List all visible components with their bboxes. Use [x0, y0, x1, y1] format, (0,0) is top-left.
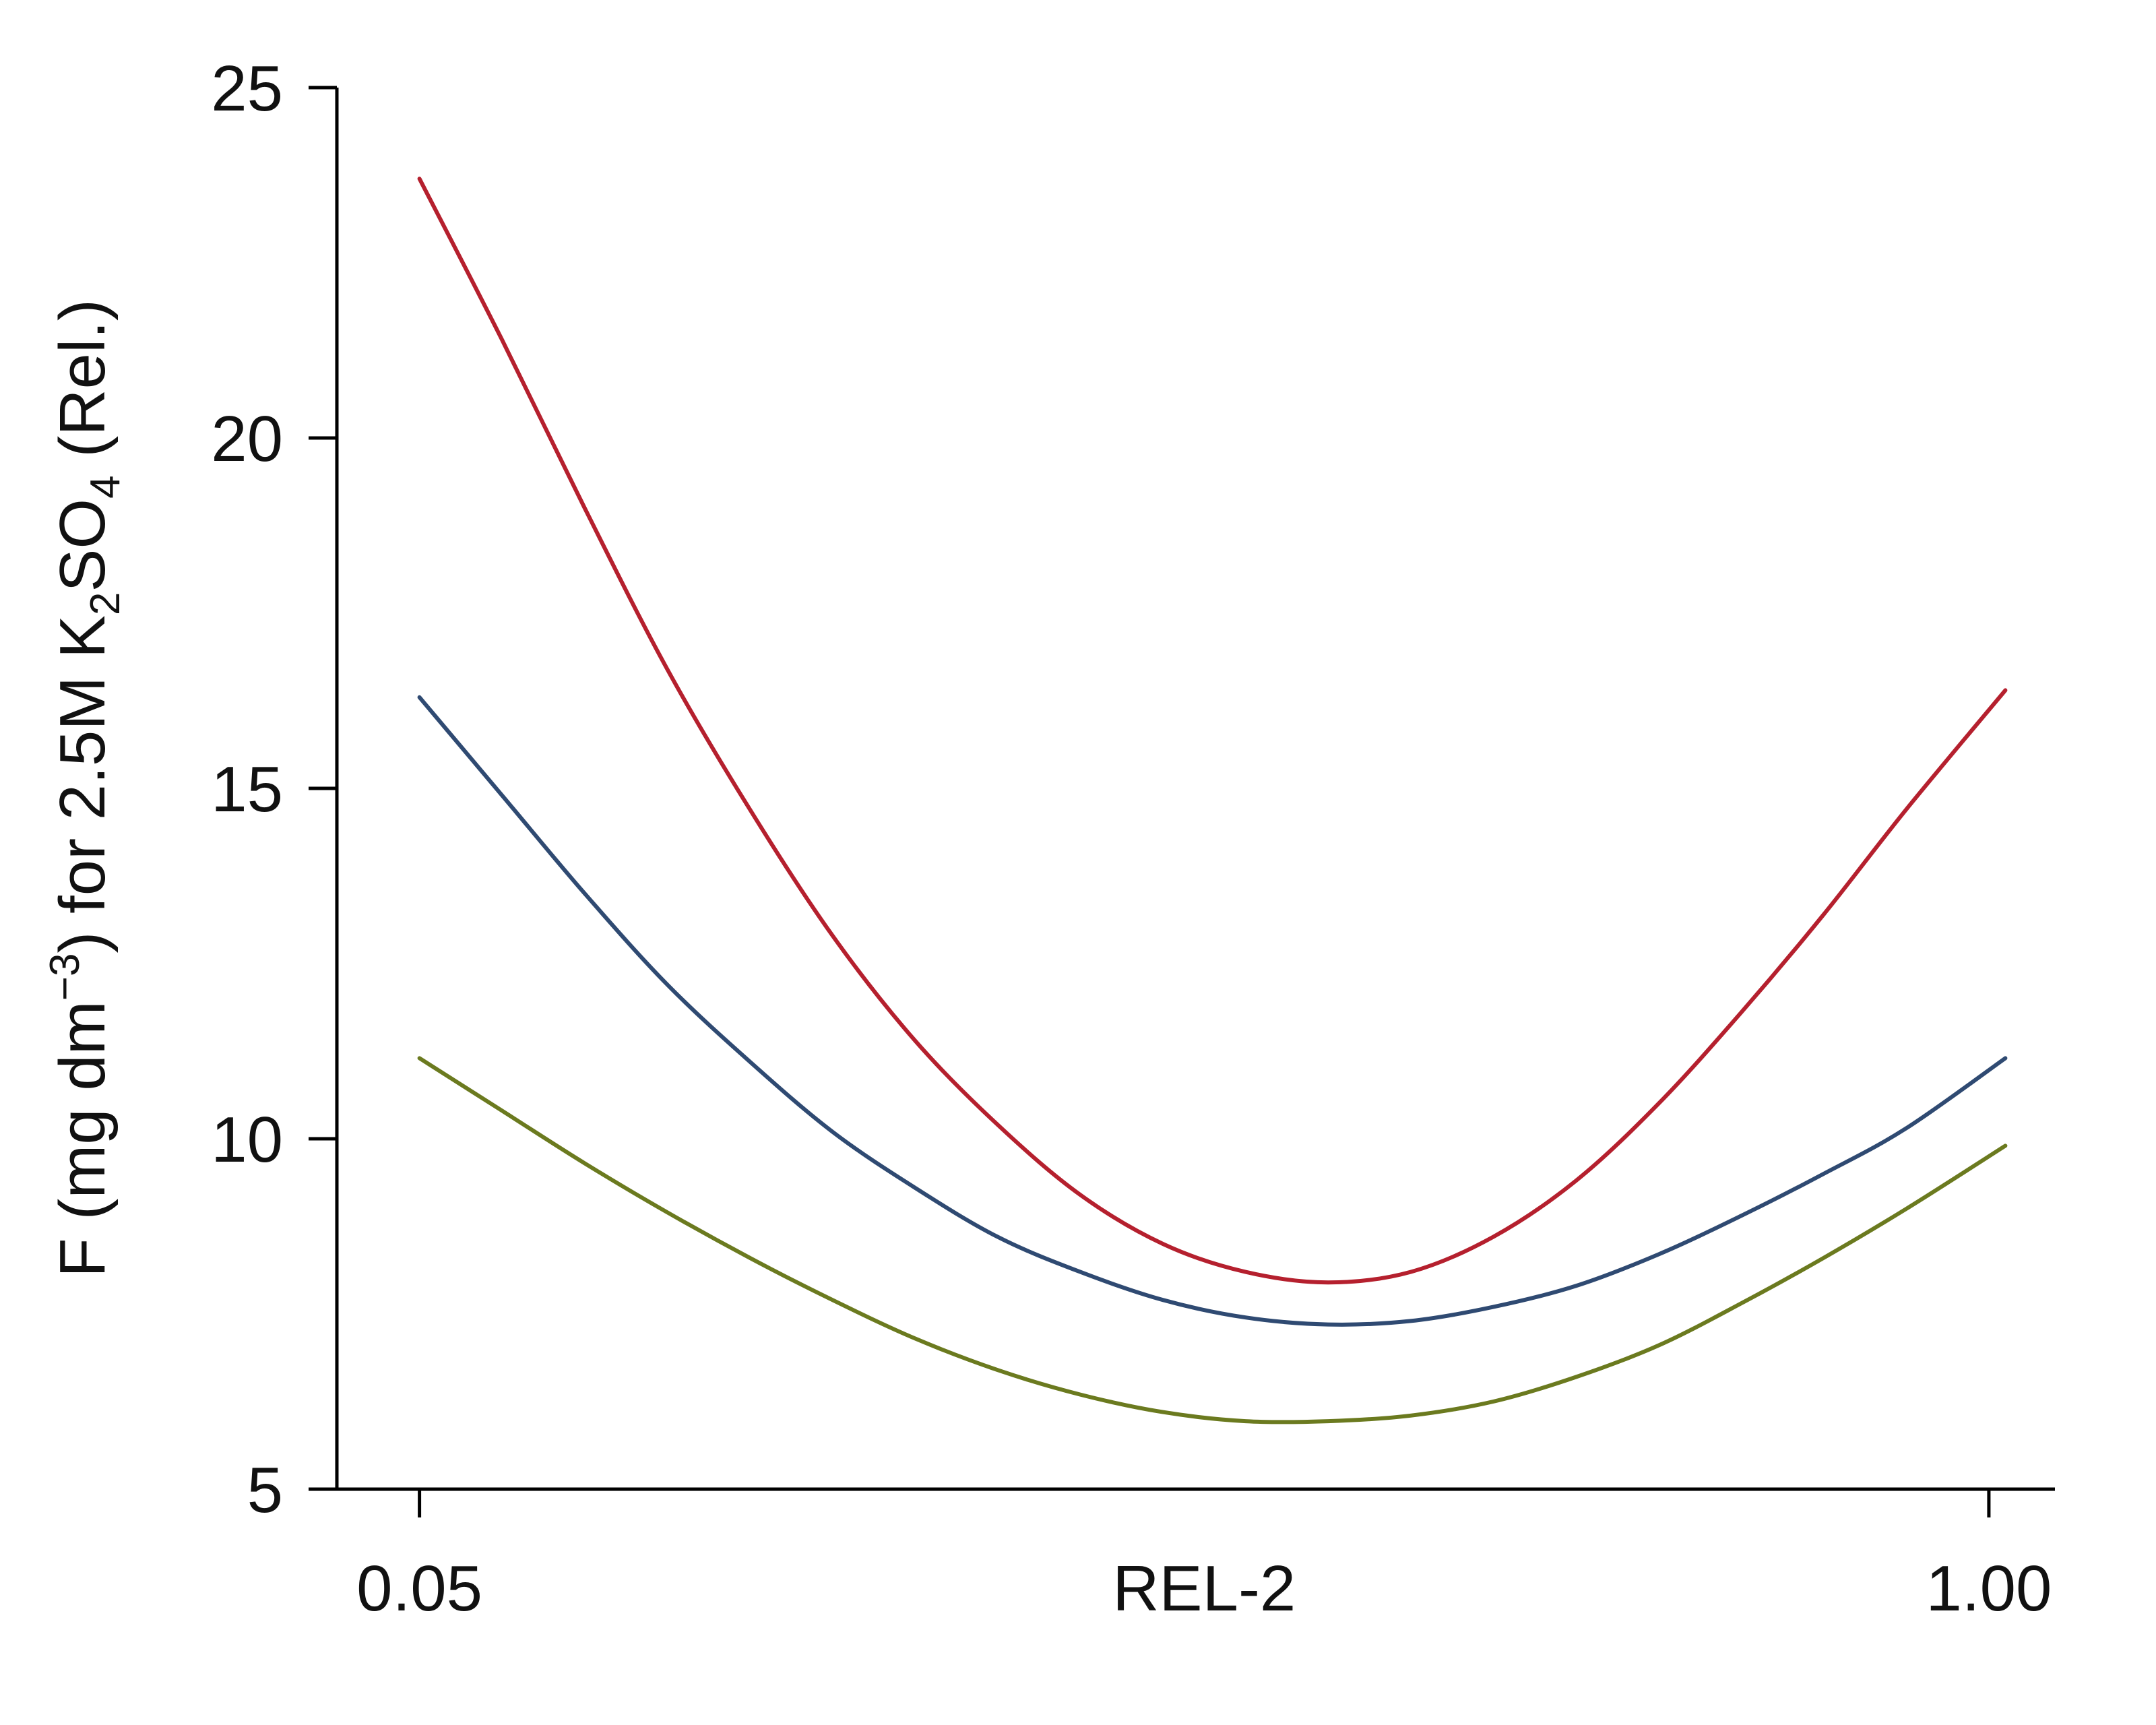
y-tick-label: 15: [211, 753, 283, 825]
x-axis-title: REL-2: [1112, 1552, 1296, 1625]
x-tick-label: 0.05: [356, 1552, 482, 1625]
y-tick-label: 25: [211, 53, 283, 125]
plot-area: 5 10 15 20 25 0.05 1.00: [211, 53, 2055, 1625]
y-axis-title-middle: ) for 2.5M K: [46, 615, 119, 953]
y-axis-title-subscript-1: 2: [82, 592, 129, 615]
y-axis-title-prefix: F (mg dm: [46, 1001, 119, 1278]
series-line-3: [417, 1056, 2008, 1424]
series-lines: [417, 177, 2008, 1424]
y-tick-label: 20: [211, 403, 283, 475]
series-line-1: [417, 177, 2008, 1285]
x-tick-label: 1.00: [1926, 1552, 2052, 1625]
y-axis-title-middle-2: SO: [46, 499, 119, 592]
y-axis-title-superscript: −3: [42, 953, 88, 1001]
y-axis-title: F (mg dm−3) for 2.5M K2SO4 (Rel.): [42, 299, 129, 1278]
y-axis-ticks: 5 10 15 20 25: [211, 53, 337, 1526]
x-axis-ticks: 0.05 1.00: [356, 1489, 2052, 1625]
y-tick-label: 5: [247, 1454, 283, 1526]
y-tick-label: 10: [211, 1104, 283, 1176]
y-axis-title-subscript-2: 4: [82, 475, 129, 498]
y-axis-title-suffix: (Rel.): [46, 299, 119, 475]
series-line-2: [417, 695, 2008, 1327]
